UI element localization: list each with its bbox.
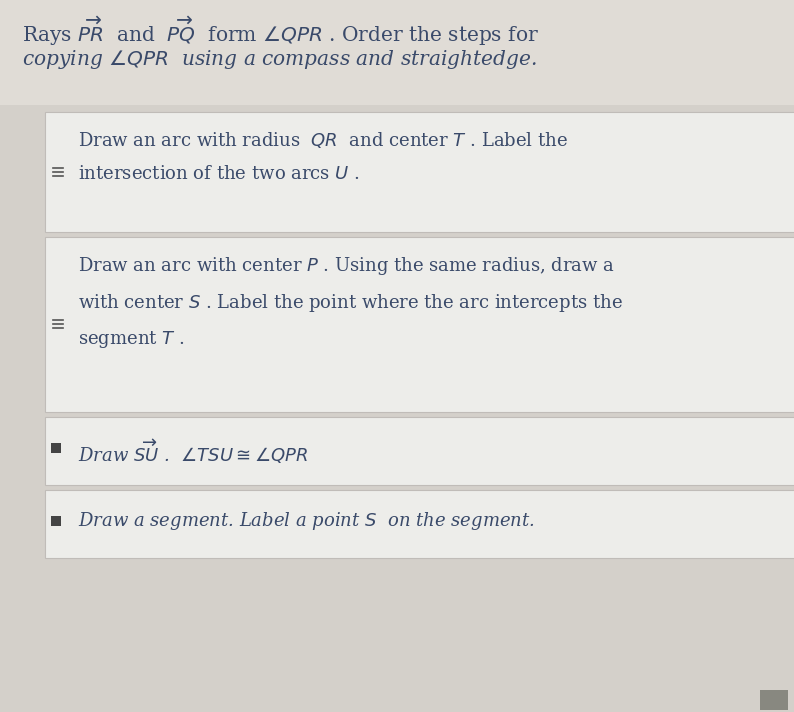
Bar — [51, 443, 61, 453]
Text: Draw an arc with center $P$ . Using the same radius, draw a: Draw an arc with center $P$ . Using the … — [78, 255, 615, 277]
Bar — [0, 0, 794, 105]
Bar — [51, 516, 61, 526]
Bar — [45, 417, 794, 485]
Bar — [45, 490, 794, 558]
Text: with center $S$ . Label the point where the arc intercepts the: with center $S$ . Label the point where … — [78, 292, 622, 314]
Bar — [45, 237, 794, 412]
Text: Draw an arc with radius  $QR$  and center $T$ . Label the: Draw an arc with radius $QR$ and center … — [78, 130, 568, 150]
Text: segment $T$ .: segment $T$ . — [78, 329, 184, 350]
Text: Draw a segment. Label a point $S$  on the segment.: Draw a segment. Label a point $S$ on the… — [78, 510, 535, 532]
Text: Rays $\overrightarrow{PR}$  and  $\overrightarrow{PQ}$  form $\angle QPR$ . Orde: Rays $\overrightarrow{PR}$ and $\overrig… — [22, 15, 539, 48]
Text: Draw $\overrightarrow{SU}$ .  $\angle TSU \cong \angle QPR$: Draw $\overrightarrow{SU}$ . $\angle TSU… — [78, 437, 308, 466]
Text: intersection of the two arcs $U$ .: intersection of the two arcs $U$ . — [78, 165, 360, 183]
Bar — [0, 105, 794, 712]
Bar — [45, 112, 794, 232]
Bar — [760, 690, 788, 710]
Text: copying $\angle QPR$  using a compass and straightedge.: copying $\angle QPR$ using a compass and… — [22, 48, 537, 71]
